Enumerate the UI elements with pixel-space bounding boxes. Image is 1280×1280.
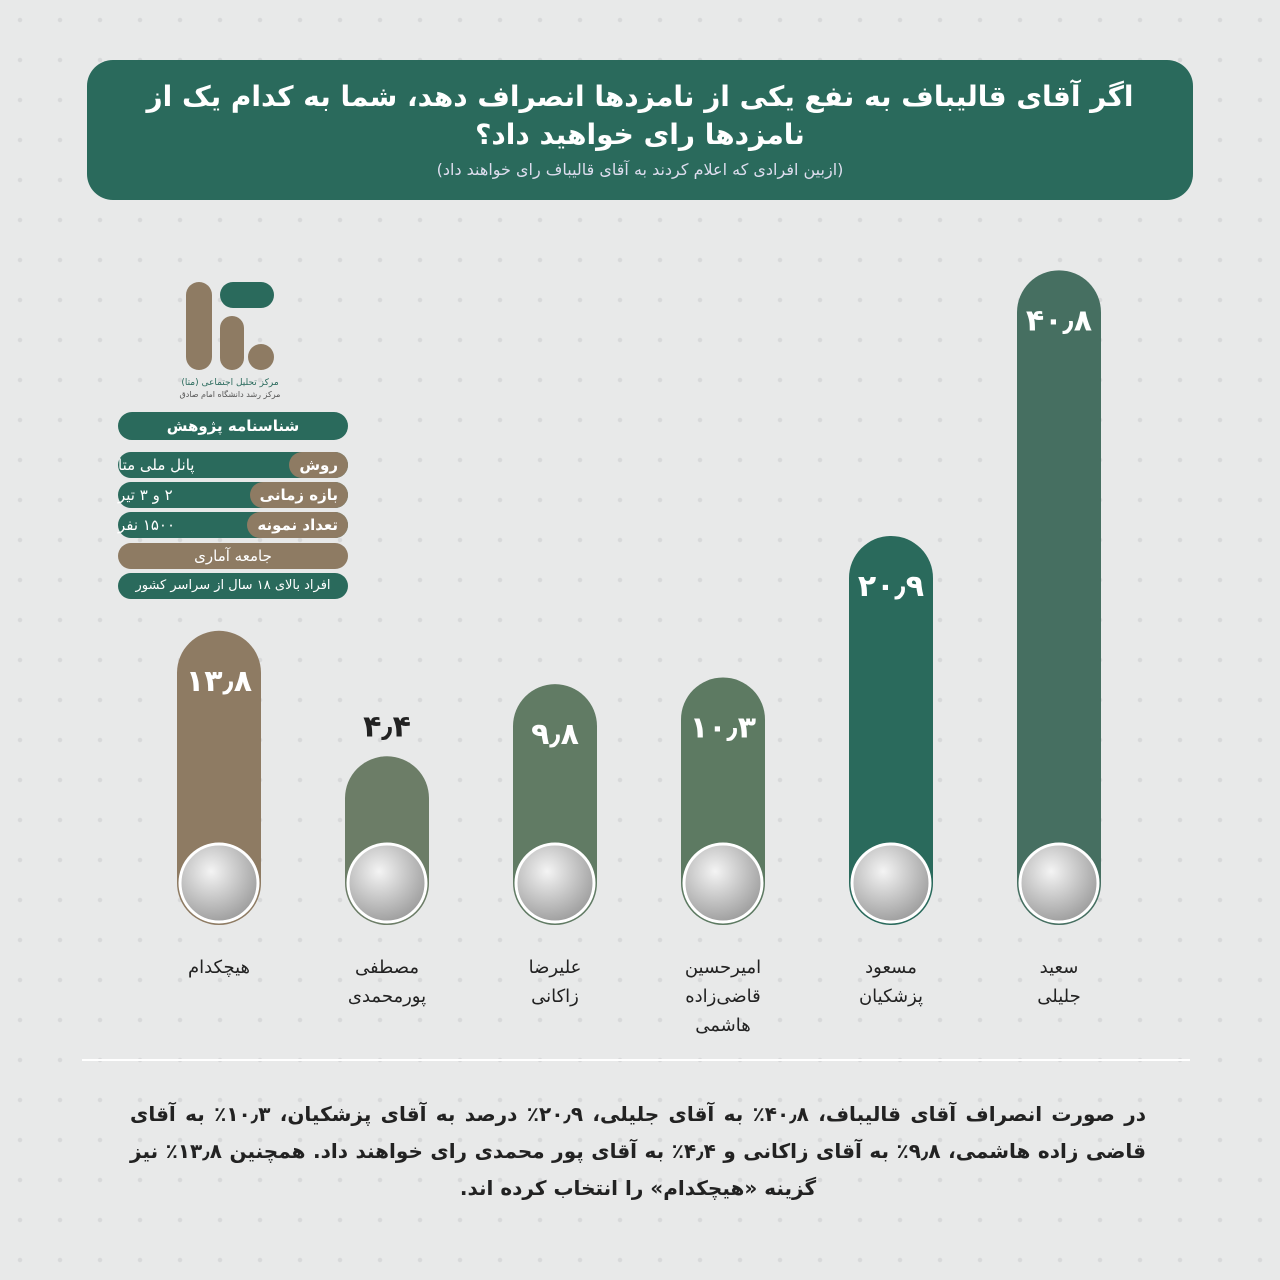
title-box: اگر آقای قالیباف به نفع یکی از نامزدها ا… (87, 60, 1193, 200)
panel-label: تعداد نمونه (247, 512, 348, 538)
category-label: امیرحسین قاضی‌زاده هاشمی (684, 957, 762, 1036)
candidate-photo (514, 842, 596, 924)
category-label: مصطفی پورمحمدی (347, 957, 427, 1007)
category-label: علیرضا زاکانی (528, 957, 582, 1007)
logo-shape (220, 282, 274, 308)
candidate-photo (850, 842, 932, 924)
value-label: ۱۰٫۳ (690, 710, 756, 745)
panel-heading: شناسنامه پژوهش (118, 412, 348, 440)
category-label: مسعود پزشکیان (858, 957, 924, 1007)
candidate-photo (178, 842, 260, 924)
value-label: ۱۳٫۸ (186, 664, 252, 699)
logo-shape (220, 316, 244, 370)
logo-shape (248, 344, 274, 370)
bar (849, 535, 933, 925)
value-label: ۲۰٫۹ (858, 569, 924, 604)
logo-subtext: مرکز رشد دانشگاه امام صادق (179, 390, 281, 399)
candidate-photo (1018, 842, 1100, 924)
logo-text: مرکز تحلیل اجتماعی (متا) (181, 378, 279, 388)
category-label: سعید جلیلی (1037, 957, 1081, 1007)
logo (186, 282, 274, 370)
candidate-photo (682, 842, 764, 924)
logo-shape (186, 282, 212, 370)
panel-label: بازه زمانی (249, 482, 348, 508)
chart-subtitle: (ازبین افرادی که اعلام کردند به آقای قال… (436, 160, 844, 179)
value-label: ۹٫۸ (531, 717, 579, 752)
value-label: ۴۰٫۸ (1026, 303, 1092, 338)
panel-label: روش (289, 452, 348, 478)
category-label: هیچکدام (187, 957, 251, 978)
chart-title: اگر آقای قالیباف به نفع یکی از نامزدها ا… (146, 80, 1134, 151)
value-label: ۴٫۴ (363, 709, 411, 744)
bar (1017, 270, 1101, 925)
panel-label: جامعه آماری (118, 543, 348, 569)
panel-value: افراد بالای ۱۸ سال از سراسر کشور (118, 573, 348, 599)
candidate-photo (346, 842, 428, 924)
footnote: در صورت انصراف آقای قالیباف، ۴۰٫۸٪ به آق… (130, 1102, 1147, 1200)
